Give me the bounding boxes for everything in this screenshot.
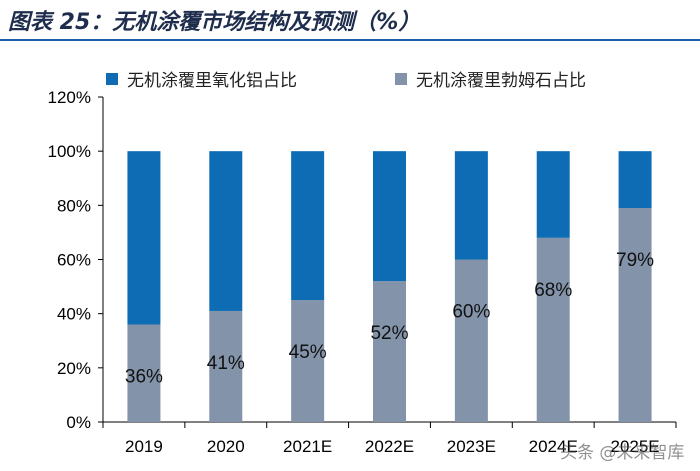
bar-alumina (291, 151, 325, 301)
x-tick-label: 2023E (447, 437, 496, 456)
x-tick-label: 2020 (207, 437, 245, 456)
bar-alumina (618, 151, 652, 209)
legend-label-boehmite: 无机涂覆里勃姆石占比 (416, 71, 586, 91)
data-label: 68% (534, 280, 572, 301)
x-tick-label: 2021E (283, 437, 332, 456)
data-label: 45% (289, 342, 327, 363)
bar-alumina (209, 151, 243, 311)
bar-boehmite (536, 237, 570, 422)
bar-boehmite (127, 324, 161, 422)
bar-alumina (454, 151, 488, 260)
y-tick-label: 40% (57, 305, 91, 324)
watermark: 头条 @未来智库 (560, 443, 685, 463)
bar-boehmite (291, 300, 325, 422)
bar-alumina (373, 151, 406, 282)
y-tick-label: 20% (57, 359, 91, 378)
legend-label-alumina: 无机涂覆里氧化铝占比 (127, 71, 297, 91)
y-tick-label: 80% (57, 196, 91, 215)
data-label: 41% (207, 353, 245, 374)
bar-boehmite (618, 208, 652, 422)
bar-boehmite (209, 310, 243, 422)
chart-title: 图表 25：无机涂覆市场结构及预测（%） (8, 10, 421, 35)
bar-boehmite (454, 259, 488, 422)
y-tick-label: 120% (48, 88, 91, 107)
data-label: 60% (452, 302, 490, 323)
bar-boehmite (373, 281, 406, 422)
y-tick-label: 60% (57, 251, 91, 270)
y-tick-label: 0% (66, 413, 91, 432)
x-tick-label: 2025E (610, 437, 659, 456)
x-tick-label: 2022E (365, 437, 414, 456)
bar-alumina (127, 151, 161, 325)
legend-item-alumina: 无机涂覆里氧化铝占比 (106, 66, 297, 91)
legend-item-boehmite: 无机涂覆里勃姆石占比 (395, 66, 586, 91)
legend-swatch-alumina (106, 72, 118, 85)
title-divider (0, 39, 700, 41)
data-label: 52% (370, 323, 408, 344)
data-label: 36% (125, 367, 163, 388)
data-label: 79% (616, 250, 654, 271)
bar-alumina (536, 151, 570, 238)
legend-swatch-boehmite (395, 72, 407, 85)
x-tick-label: 2019 (125, 437, 163, 456)
y-tick-label: 100% (48, 142, 91, 161)
x-tick-label: 2024E (529, 437, 578, 456)
